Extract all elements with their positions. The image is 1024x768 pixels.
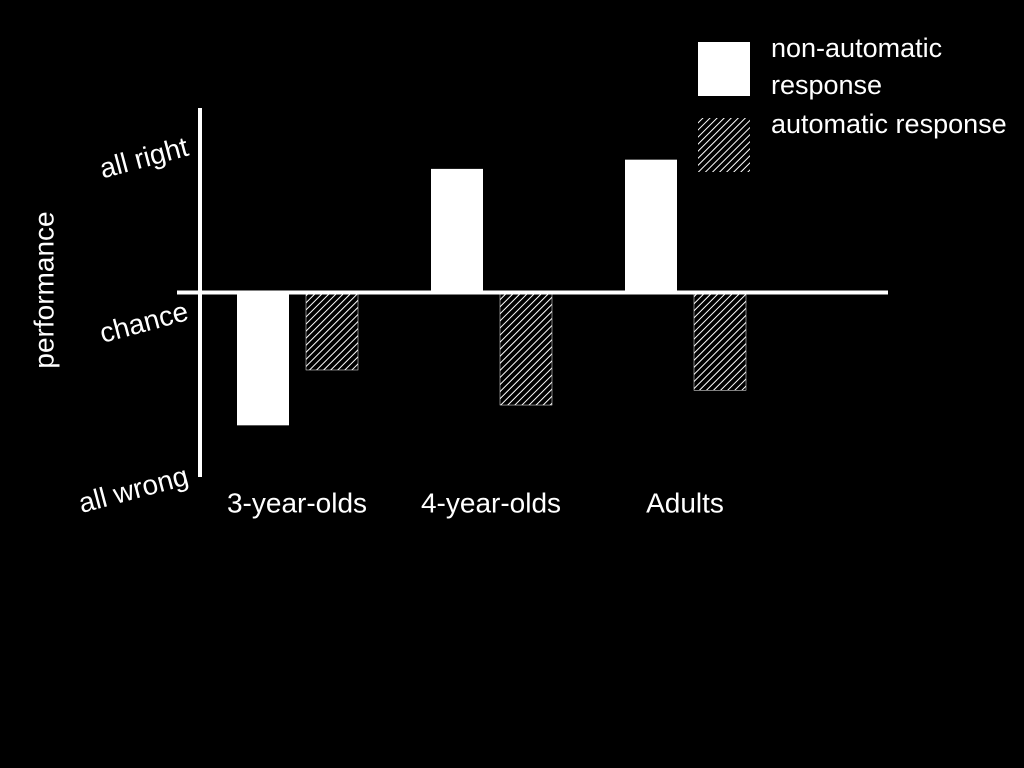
legend-swatch xyxy=(698,118,750,172)
bar xyxy=(237,292,289,426)
x-tick-label: Adults xyxy=(646,487,724,518)
legend-swatch xyxy=(698,42,750,96)
legend-label: non-automatic response xyxy=(771,33,943,100)
x-tick-label: 3-year-olds xyxy=(227,487,367,518)
bar xyxy=(693,292,747,391)
bar xyxy=(625,159,677,293)
bar xyxy=(305,292,359,371)
legend-label: automatic response xyxy=(771,109,1007,139)
y-axis-label: performance xyxy=(28,211,59,368)
x-tick-label: 4-year-olds xyxy=(421,487,561,518)
bar xyxy=(431,168,483,293)
bar xyxy=(499,292,553,406)
